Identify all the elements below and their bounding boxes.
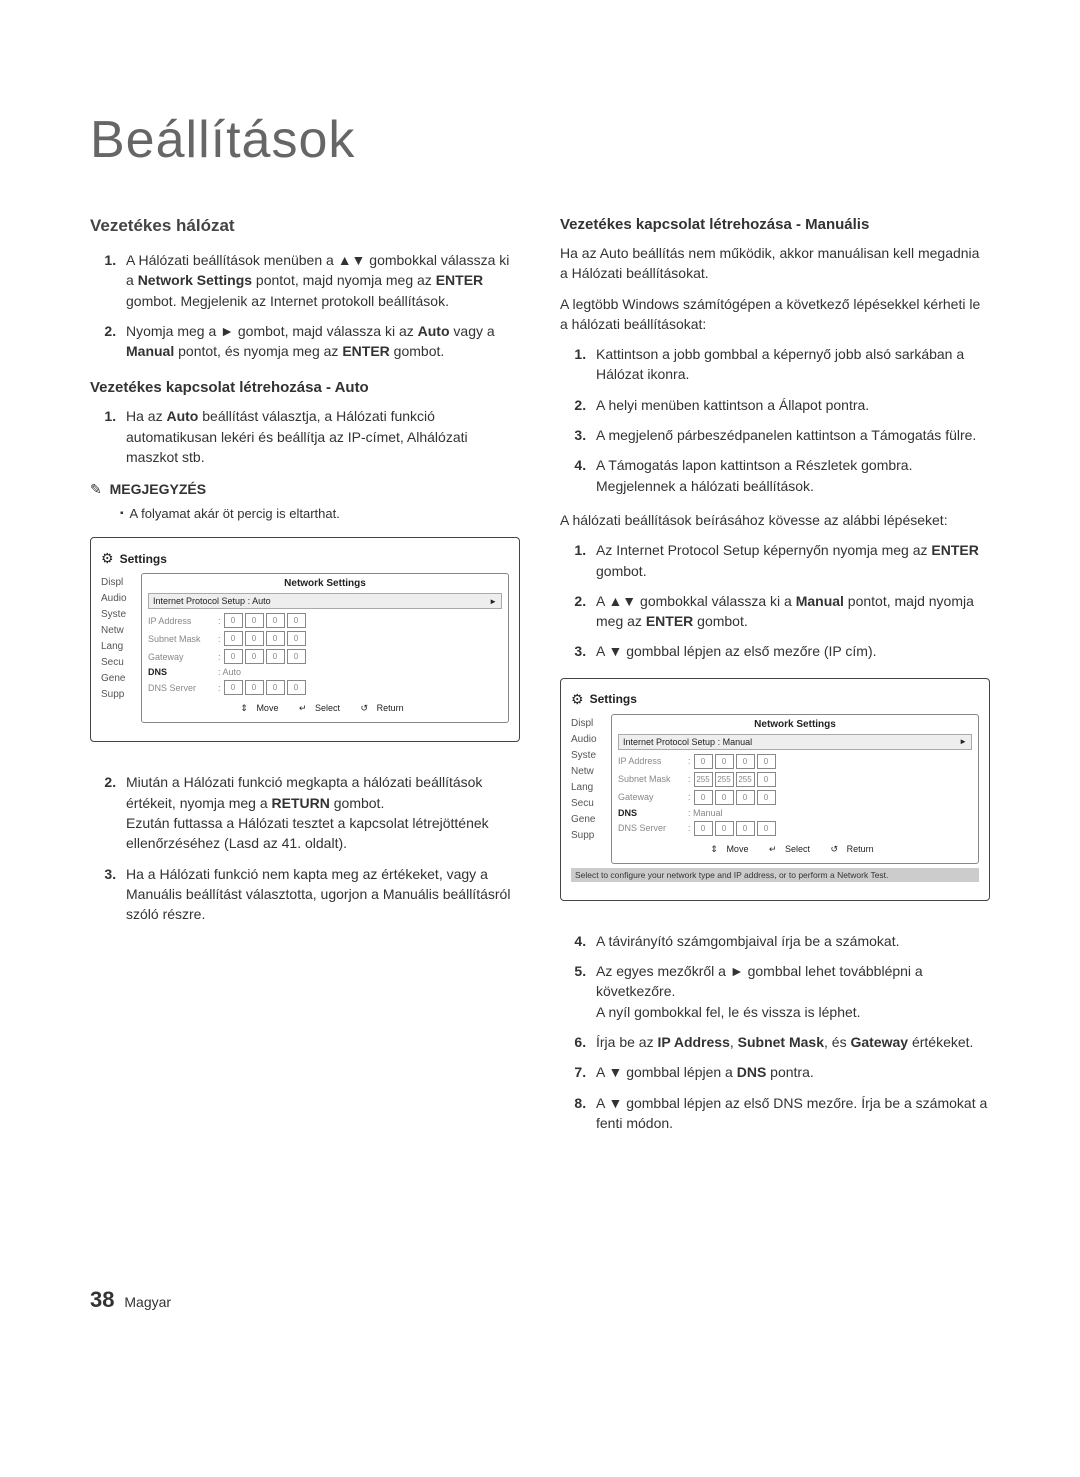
step-item: A Hálózati beállítások menüben a ▲▼ gomb… xyxy=(120,250,520,311)
step-item: A ▼ gombbal lépjen a DNS pontra. xyxy=(590,1062,990,1082)
nav-hints: ⇕ Move ↵ Select ↺ Return xyxy=(618,844,972,855)
dns-row: DNS : Auto xyxy=(148,667,502,677)
nav-hints: ⇕ Move ↵ Select ↺ Return xyxy=(148,703,502,714)
settings-panel-manual: ⚙ Settings Displ Audio Syste Netw Lang S… xyxy=(560,678,990,901)
step-item: Kattintson a jobb gombbal a képernyő job… xyxy=(590,344,990,385)
settings-label: Settings xyxy=(120,552,167,566)
subheading-auto: Vezetékes kapcsolat létrehozása - Auto xyxy=(90,379,520,396)
page-footer: 38 Magyar xyxy=(90,1287,990,1313)
subnet-row: Subnet Mask: 2552552550 xyxy=(618,772,972,787)
dns-row: DNS : Manual xyxy=(618,808,972,818)
page-title: Beállítások xyxy=(90,110,990,170)
gear-icon: ⚙ xyxy=(571,691,584,708)
step-item: A ▼ gombbal lépjen az első DNS mezőre. Í… xyxy=(590,1093,990,1134)
settings-panel-auto: ⚙ Settings Displ Audio Syste Netw Lang S… xyxy=(90,537,520,742)
intro-text: Ha az Auto beállítás nem működik, akkor … xyxy=(560,243,990,284)
mid-text: A hálózati beállítások beírásához kövess… xyxy=(560,510,990,530)
step-item: A helyi menüben kattintson a Állapot pon… xyxy=(590,395,990,415)
step-item: Az Internet Protocol Setup képernyőn nyo… xyxy=(590,540,990,581)
network-settings-title: Network Settings xyxy=(148,574,502,593)
note: ✎ MEGJEGYZÉS xyxy=(90,481,520,498)
note-label: MEGJEGYZÉS xyxy=(110,481,206,497)
chevron-right-icon: ► xyxy=(489,597,497,606)
step-item: Írja be az IP Address, Subnet Mask, és G… xyxy=(590,1032,990,1052)
hint-bar: Select to configure your network type an… xyxy=(571,868,979,882)
steps-f: A távirányító számgombjaival írja be a s… xyxy=(560,931,990,1133)
ip-setup-row[interactable]: Internet Protocol Setup : Auto ► xyxy=(148,593,502,609)
side-menu: Displ Audio Syste Netw Lang Secu Gene Su… xyxy=(101,573,141,705)
steps-d: Kattintson a jobb gombbal a képernyő job… xyxy=(560,344,990,496)
step-item: Az egyes mezőkről a ► gombbal lehet tová… xyxy=(590,961,990,1022)
intro-text-2: A legtöbb Windows számítógépen a követke… xyxy=(560,294,990,335)
side-menu: Displ Audio Syste Netw Lang Secu Gene Su… xyxy=(571,714,611,846)
ip-address-row: IP Address: 0000 xyxy=(618,754,972,769)
step-item: Nyomja meg a ► gombot, majd válassza ki … xyxy=(120,321,520,362)
dns-server-row: DNS Server: 0000 xyxy=(148,680,502,695)
steps-c: Miután a Hálózati funkció megkapta a hál… xyxy=(90,772,520,924)
step-item: A megjelenő párbeszédpanelen kattintson … xyxy=(590,425,990,445)
subheading-manual: Vezetékes kapcsolat létrehozása - Manuál… xyxy=(560,216,990,233)
dns-server-row: DNS Server: 0000 xyxy=(618,821,972,836)
page-number: 38 xyxy=(90,1287,114,1312)
step-item: A Támogatás lapon kattintson a Részletek… xyxy=(590,455,990,496)
page-language: Magyar xyxy=(124,1294,171,1310)
subnet-row: Subnet Mask: 0000 xyxy=(148,631,502,646)
section-title-wired: Vezetékes hálózat xyxy=(90,216,520,236)
ip-address-row: IP Address: 0000 xyxy=(148,613,502,628)
network-settings-title: Network Settings xyxy=(618,715,972,734)
ip-setup-row[interactable]: Internet Protocol Setup : Manual ► xyxy=(618,734,972,750)
step-item: A ▼ gombbal lépjen az első mezőre (IP cí… xyxy=(590,641,990,661)
step-item: Ha a Hálózati funkció nem kapta meg az é… xyxy=(120,864,520,925)
steps-b: Ha az Auto beállítást választja, a Hálóz… xyxy=(90,406,520,467)
note-icon: ✎ xyxy=(90,481,102,498)
steps-a: A Hálózati beállítások menüben a ▲▼ gomb… xyxy=(90,250,520,361)
note-text: A folyamat akár öt percig is eltarthat. xyxy=(120,506,520,521)
gear-icon: ⚙ xyxy=(101,550,114,567)
steps-e: Az Internet Protocol Setup képernyőn nyo… xyxy=(560,540,990,661)
chevron-right-icon: ► xyxy=(959,737,967,746)
step-item: Ha az Auto beállítást választja, a Hálóz… xyxy=(120,406,520,467)
step-item: A ▲▼ gombokkal válassza ki a Manual pont… xyxy=(590,591,990,632)
gateway-row: Gateway: 0000 xyxy=(148,649,502,664)
settings-label: Settings xyxy=(590,692,637,706)
step-item: A távirányító számgombjaival írja be a s… xyxy=(590,931,990,951)
gateway-row: Gateway: 0000 xyxy=(618,790,972,805)
step-item: Miután a Hálózati funkció megkapta a hál… xyxy=(120,772,520,853)
